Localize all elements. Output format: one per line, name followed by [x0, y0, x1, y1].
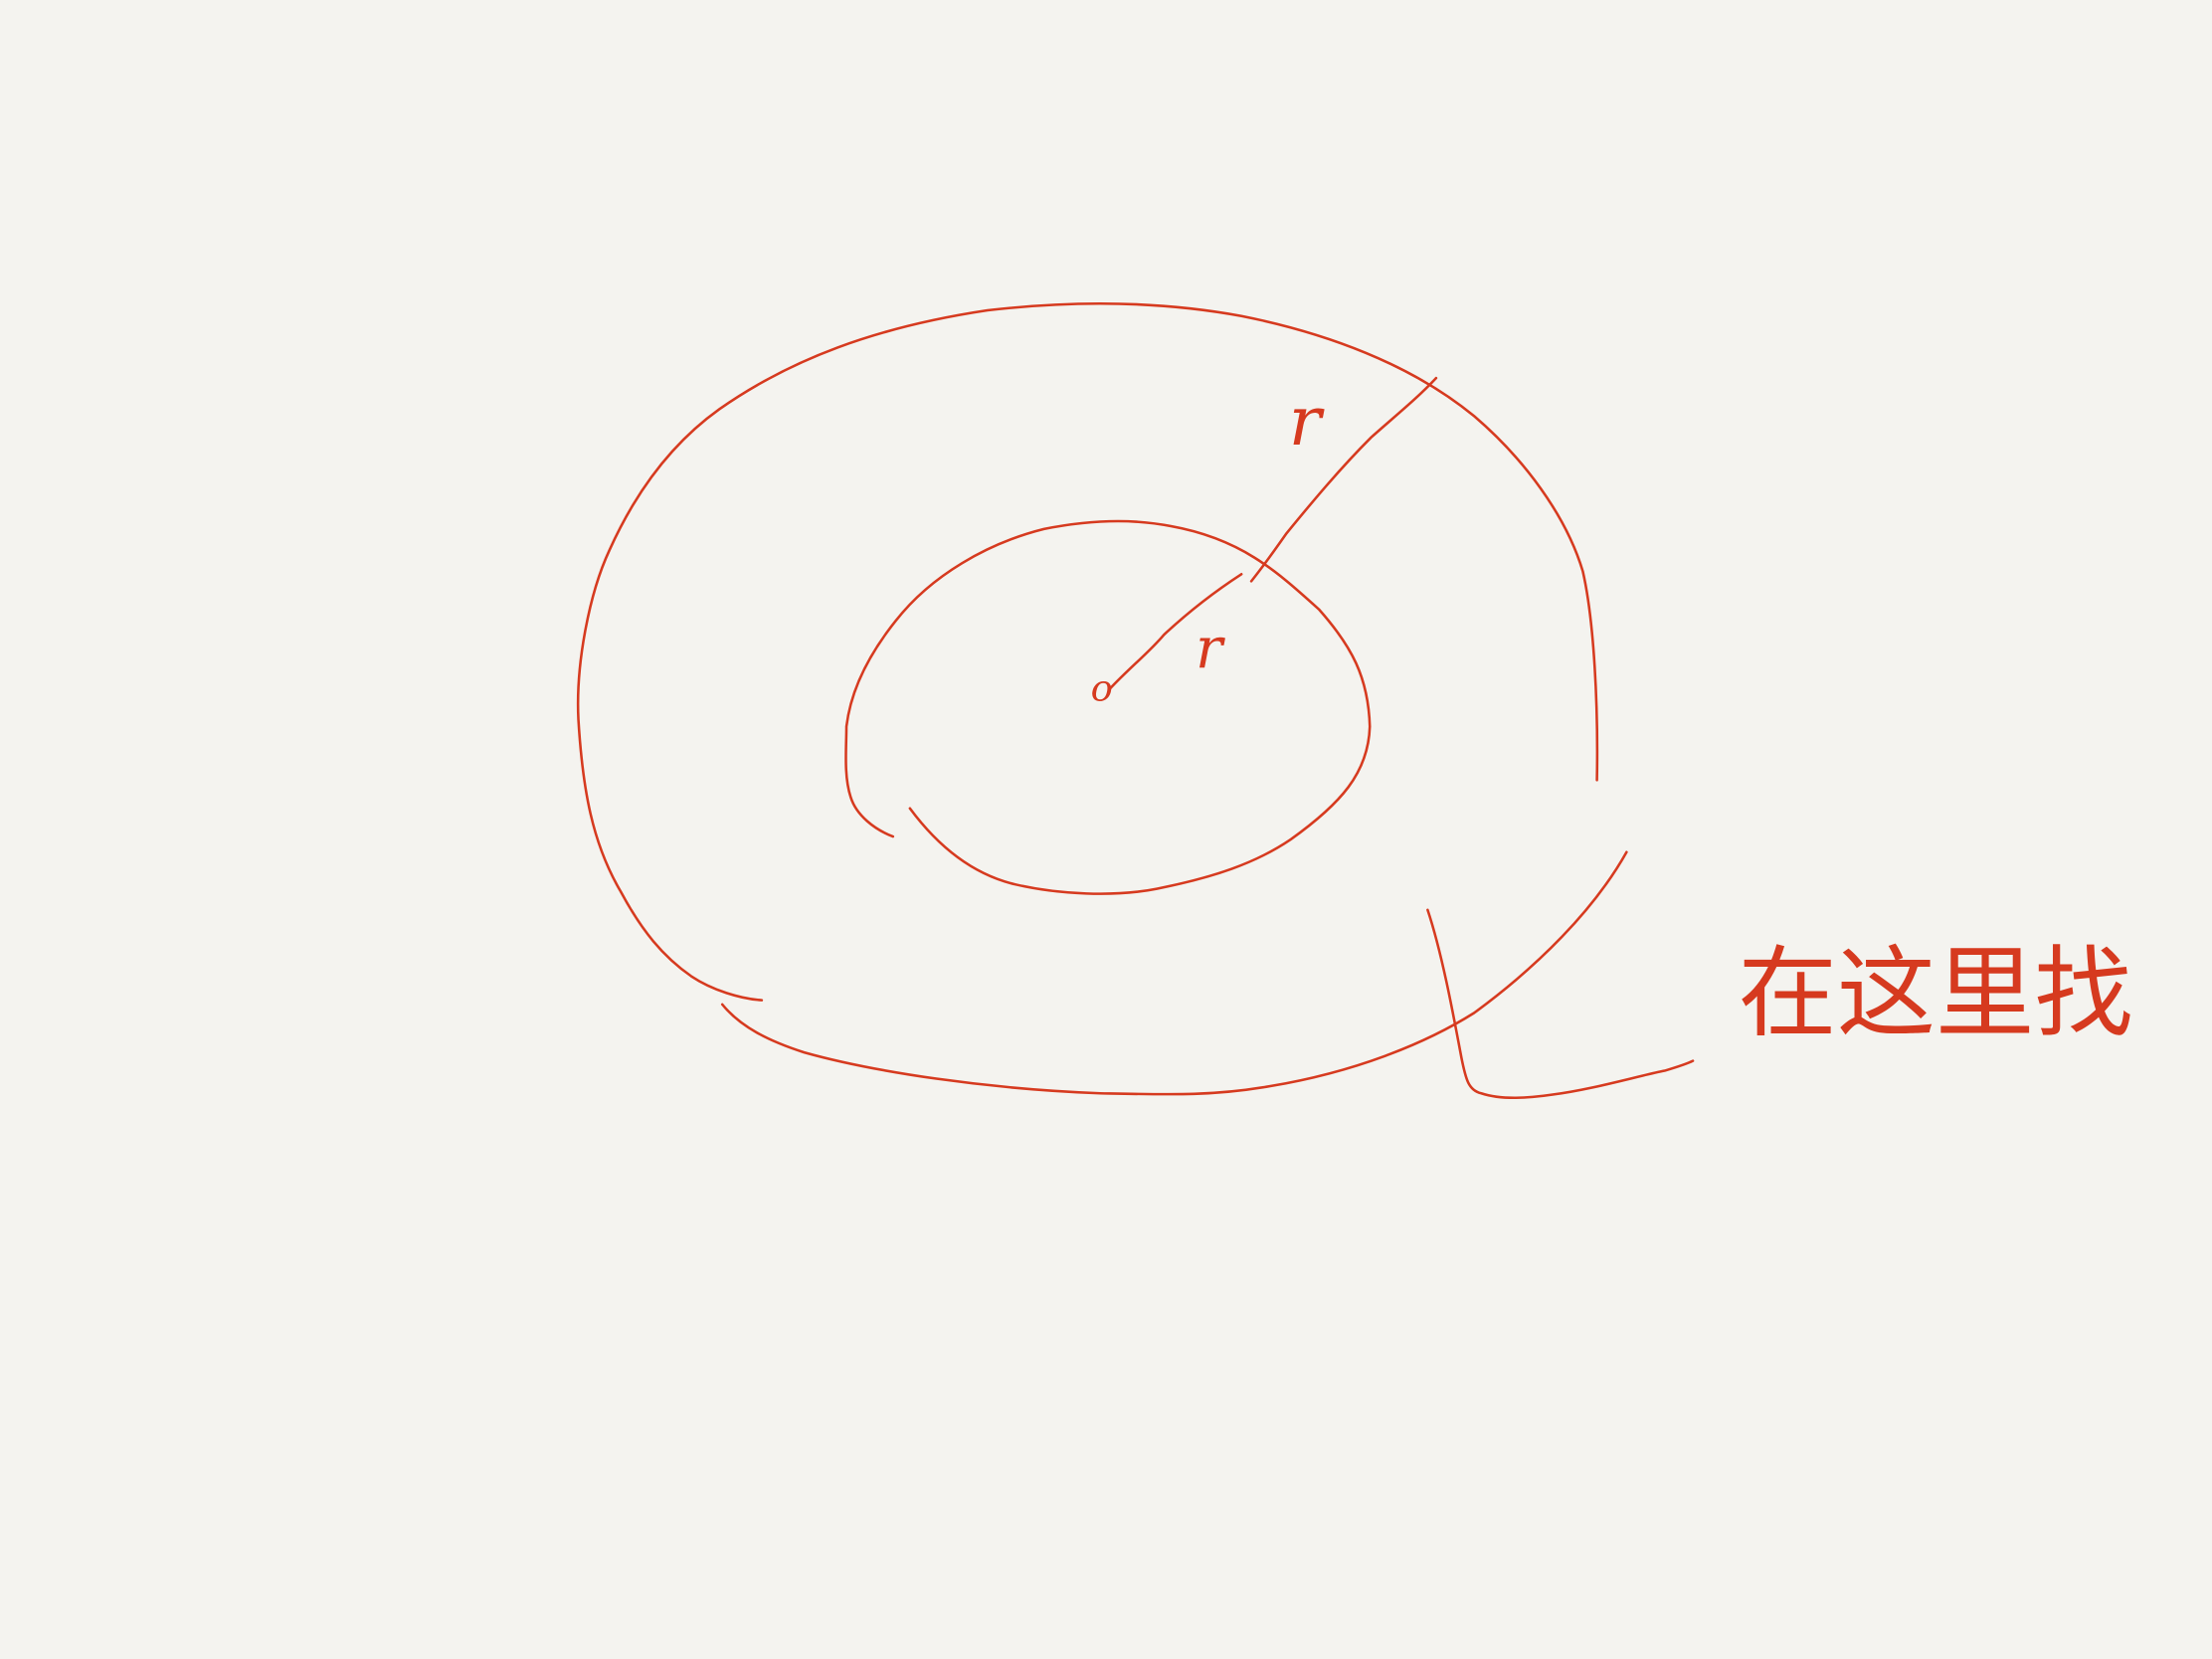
outer-circle-arc [720, 850, 1628, 1096]
inner-circle-arc [844, 519, 1372, 895]
center-label: o [1091, 666, 1113, 709]
outer-radius-label: r [1289, 383, 1325, 461]
inner-radius-label: r [1196, 616, 1225, 681]
outer-circle-arc [576, 301, 1599, 1002]
annotation: 在这里找 [1738, 937, 2132, 1051]
inner-radius-line [1108, 572, 1243, 690]
outer-radius-line [1249, 376, 1438, 583]
pointer-line [1426, 908, 1695, 1099]
